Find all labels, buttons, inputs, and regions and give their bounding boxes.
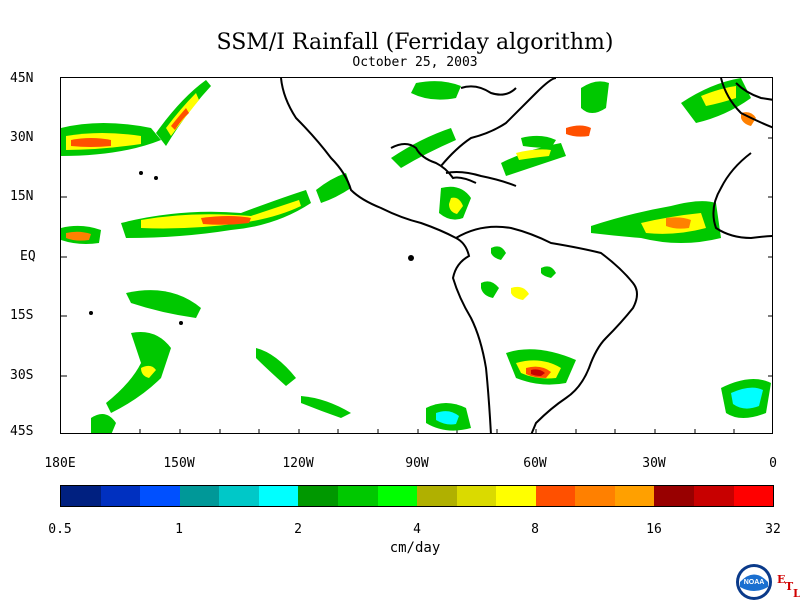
lon-label-60w: 60W xyxy=(523,456,547,471)
logo-letter-l: L xyxy=(793,587,800,600)
islands xyxy=(89,171,414,325)
lon-label-30w: 30W xyxy=(642,456,666,471)
lat-label-45n: 45N xyxy=(10,71,34,86)
colorbar-swatch-4 xyxy=(219,486,259,506)
lon-label-180e: 180E xyxy=(44,456,76,471)
colorbar-swatch-6 xyxy=(298,486,338,506)
colorbar-swatch-13 xyxy=(575,486,615,506)
lon-label-90w: 90W xyxy=(405,456,429,471)
colorbar-tick-0: 0.5 xyxy=(48,522,72,537)
colorbar-swatch-11 xyxy=(496,486,536,506)
lat-label-45s: 45S xyxy=(10,424,34,439)
colorbar-swatch-10 xyxy=(456,486,497,506)
coastlines xyxy=(280,78,772,433)
lat-label-eq: EQ xyxy=(20,249,36,264)
lon-label-0: 0 xyxy=(769,456,777,471)
map-title: SSM/I Rainfall (Ferriday algorithm) xyxy=(216,30,614,55)
lat-label-15s: 15S xyxy=(10,308,34,323)
lat-label-30n: 30N xyxy=(10,130,34,145)
colorbar-tick-2: 2 xyxy=(294,522,302,537)
colorbar-tick-6: 32 xyxy=(765,522,781,537)
rainfall-map xyxy=(60,77,773,434)
rainfall-patches xyxy=(61,78,771,433)
noaa-logo-text: NOAA xyxy=(744,579,765,586)
lat-label-15n: 15N xyxy=(10,189,34,204)
colorbar-swatch-16 xyxy=(694,486,734,506)
colorbar-swatch-1 xyxy=(100,486,141,506)
rainfall-colorbar xyxy=(60,485,774,507)
colorbar-tick-4: 8 xyxy=(531,522,539,537)
colorbar-swatch-9 xyxy=(417,486,457,506)
colorbar-tick-3: 4 xyxy=(413,522,421,537)
colorbar-tick-1: 1 xyxy=(175,522,183,537)
lon-label-120w: 120W xyxy=(282,456,314,471)
colorbar-swatch-14 xyxy=(614,486,655,506)
tick-marks xyxy=(61,137,772,433)
colorbar-tick-5: 16 xyxy=(646,522,662,537)
colorbar-swatch-3 xyxy=(179,486,220,506)
logo-letter-e: E xyxy=(777,573,786,586)
colorbar-swatch-15 xyxy=(654,486,694,506)
colorbar-swatch-17 xyxy=(733,486,774,506)
logo-letter-t: T xyxy=(785,580,794,593)
colorbar-units: cm/day xyxy=(389,540,441,556)
map-date: October 25, 2003 xyxy=(352,55,478,70)
colorbar-swatch-7 xyxy=(337,486,378,506)
colorbar-swatch-0 xyxy=(61,486,101,506)
colorbar-swatch-5 xyxy=(258,486,299,506)
colorbar-swatch-8 xyxy=(377,486,418,506)
map-canvas xyxy=(61,78,772,433)
colorbar-swatch-12 xyxy=(535,486,576,506)
lon-label-150w: 150W xyxy=(163,456,195,471)
lat-label-30s: 30S xyxy=(10,368,34,383)
noaa-logo-icon: NOAA xyxy=(736,564,772,600)
colorbar-swatch-2 xyxy=(140,486,180,506)
